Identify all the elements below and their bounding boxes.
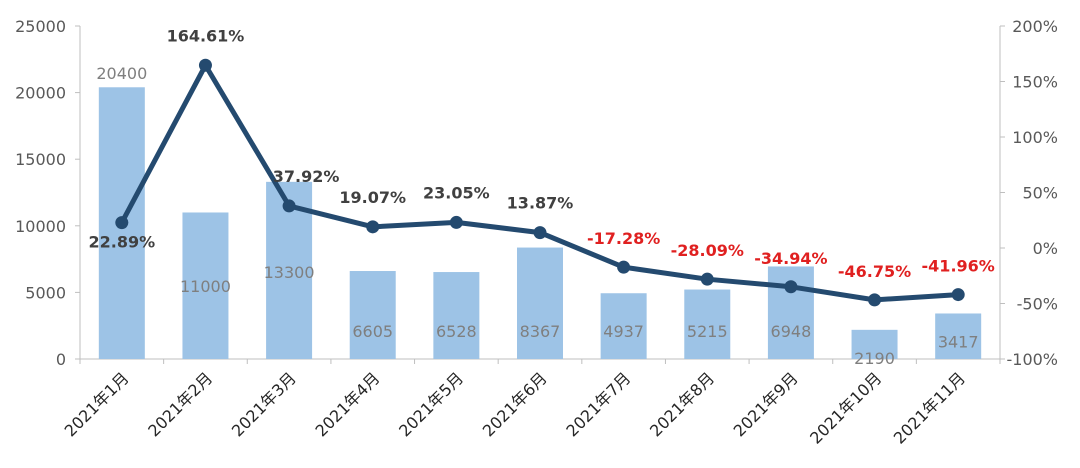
line-point bbox=[366, 220, 380, 234]
x-tick-label: 2021年9月 bbox=[730, 368, 802, 440]
line-value-label: 19.07% bbox=[339, 188, 406, 207]
bar-value-label: 20400 bbox=[96, 64, 147, 83]
bar bbox=[517, 247, 563, 359]
bars bbox=[98, 87, 982, 359]
x-tick-label: 2021年5月 bbox=[395, 368, 467, 440]
y-left-tick-label: 5000 bbox=[25, 283, 66, 302]
x-tick-label: 2021年3月 bbox=[228, 368, 300, 440]
line-point bbox=[198, 58, 212, 72]
y-right-tick-label: 200% bbox=[1012, 17, 1058, 36]
line-point bbox=[617, 260, 631, 274]
x-tick-label: 2021年6月 bbox=[479, 368, 551, 440]
bar bbox=[935, 313, 982, 359]
line-value-label: -41.96% bbox=[922, 257, 995, 276]
y-right-tick-label: 0% bbox=[1033, 239, 1058, 258]
bar-value-label: 3417 bbox=[938, 332, 979, 351]
line-point bbox=[449, 215, 463, 229]
line-value-label: -28.09% bbox=[671, 241, 744, 260]
bar-value-label: 5215 bbox=[687, 322, 728, 341]
bar bbox=[851, 329, 898, 359]
line-value-label: -46.75% bbox=[838, 262, 911, 281]
line-value-label: -34.94% bbox=[754, 249, 827, 268]
line-series bbox=[115, 58, 965, 307]
bar bbox=[433, 272, 480, 359]
x-tick-labels: 2021年1月 2021年2月 2021年3月 2021年4月 2021年5月 2021年… bbox=[61, 368, 969, 447]
line-point bbox=[868, 293, 882, 307]
line-labels: 22.89% 164.61% 37.92% 19.07% 23.05% 13.87% -17… bbox=[88, 26, 994, 281]
bar-value-label: 4937 bbox=[603, 322, 644, 341]
line-value-label: 37.92% bbox=[273, 167, 340, 186]
x-tick-label: 2021年1月 bbox=[61, 368, 133, 440]
bar-value-label: 13300 bbox=[264, 263, 315, 282]
bar-value-label: 6948 bbox=[771, 322, 812, 341]
bar bbox=[182, 212, 229, 359]
bar-value-label: 8367 bbox=[520, 322, 561, 341]
bar-value-label: 11000 bbox=[180, 277, 231, 296]
line-point bbox=[533, 226, 547, 240]
y-left-tick-label: 10000 bbox=[15, 217, 66, 236]
y-left-tick-label: 25000 bbox=[15, 17, 66, 36]
bar bbox=[684, 289, 731, 359]
y-right-tick-label: -100% bbox=[1006, 350, 1058, 369]
y-right-tick-label: 100% bbox=[1012, 128, 1058, 147]
x-tick-label: 2021年11月 bbox=[890, 368, 969, 447]
y-left-tick-label: 0 bbox=[56, 350, 66, 369]
line-value-label: 23.05% bbox=[423, 183, 490, 202]
y-left-tick-label: 15000 bbox=[15, 150, 66, 169]
line-point bbox=[951, 288, 965, 302]
x-tick-label: 2021年7月 bbox=[562, 368, 634, 440]
line-value-label: 22.89% bbox=[88, 233, 155, 252]
y-right-tick-label: -50% bbox=[1017, 295, 1058, 314]
x-tick-label: 2021年2月 bbox=[144, 368, 216, 440]
line-point bbox=[784, 280, 798, 294]
line-point bbox=[700, 272, 714, 286]
x-tick-label: 2021年4月 bbox=[311, 368, 383, 440]
bar bbox=[349, 271, 396, 359]
bar-value-label: 6528 bbox=[436, 322, 477, 341]
line-value-label: -17.28% bbox=[587, 229, 660, 248]
line-point bbox=[282, 199, 296, 213]
bar bbox=[600, 293, 647, 359]
x-tick-label: 2021年10月 bbox=[806, 368, 885, 447]
line-value-label: 164.61% bbox=[167, 26, 245, 45]
bar-value-label: 6605 bbox=[352, 322, 393, 341]
bar-value-label: 2190 bbox=[854, 349, 895, 368]
y-right-tick-label: 50% bbox=[1022, 184, 1058, 203]
y-left-tick-label: 20000 bbox=[15, 84, 66, 103]
line-point bbox=[115, 216, 129, 230]
bar-labels: 20400 11000 13300 6605 6528 8367 4937 5215 6948 2… bbox=[96, 64, 978, 368]
y-right-tick-label: 150% bbox=[1012, 73, 1058, 92]
axes: 0 5000 10000 15000 20000 25000 -100% -50% 0% 50% 1… bbox=[15, 17, 1058, 369]
x-tick-label: 2021年8月 bbox=[646, 368, 718, 440]
line-value-label: 13.87% bbox=[507, 194, 574, 213]
